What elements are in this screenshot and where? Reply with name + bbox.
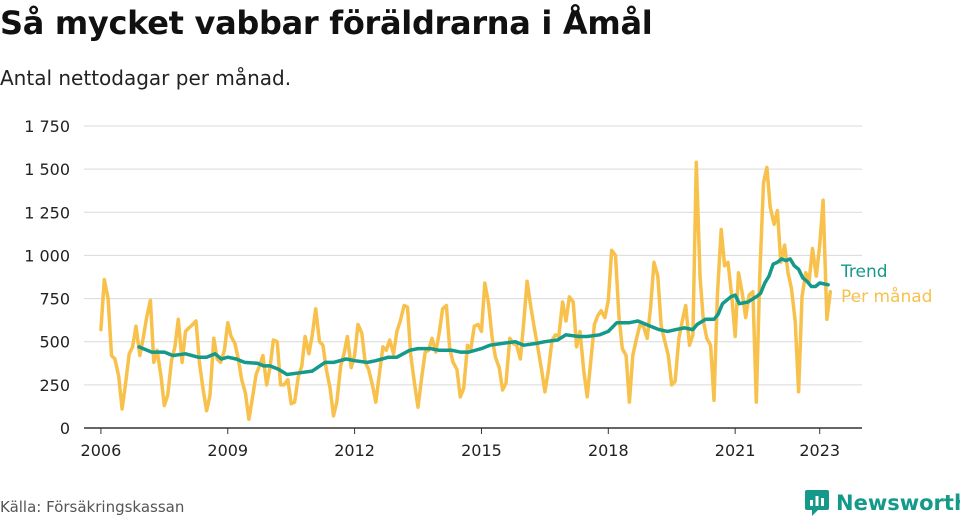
monthly-line xyxy=(99,160,833,422)
x-tick-label: 2012 xyxy=(334,441,375,460)
trend-label: Trend xyxy=(840,262,888,282)
series-lines xyxy=(99,160,833,422)
newsworthy-logo-icon xyxy=(805,490,829,516)
y-tick-label: 1 500 xyxy=(24,160,70,179)
y-tick-label: 1 000 xyxy=(24,246,70,265)
y-tick-label: 1 750 xyxy=(24,117,70,136)
y-tick-label: 1 250 xyxy=(24,203,70,222)
series-labels: Per månad Trend xyxy=(840,262,932,307)
y-tick-label: 0 xyxy=(60,419,70,438)
x-tick-label: 2021 xyxy=(715,441,756,460)
monthly-label: Per månad xyxy=(841,286,932,307)
newsworthy-logo: Newsworthy xyxy=(804,488,960,518)
source-note: Källa: Försäkringskassan xyxy=(0,498,185,516)
y-axis: 0 250 500 750 1 000 1 250 1 500 1 750 xyxy=(24,117,70,438)
x-tick-label: 2006 xyxy=(81,441,122,460)
x-tick-label: 2018 xyxy=(588,441,629,460)
y-tick-label: 750 xyxy=(39,290,70,309)
x-tick-label: 2015 xyxy=(461,441,502,460)
x-tick-label: 2009 xyxy=(207,441,248,460)
y-tick-label: 250 xyxy=(39,376,70,395)
logo-text: Newsworthy xyxy=(836,491,960,515)
x-tick-label: 2023 xyxy=(799,441,840,460)
chart-title: Så mycket vabbar föräldrarna i Åmål xyxy=(0,4,653,42)
y-tick-label: 500 xyxy=(39,333,70,352)
chart-subtitle: Antal nettodagar per månad. xyxy=(0,66,292,90)
x-axis: 2006 2009 2012 2015 2018 2021 2023 xyxy=(81,427,862,460)
trend-line xyxy=(137,257,830,377)
